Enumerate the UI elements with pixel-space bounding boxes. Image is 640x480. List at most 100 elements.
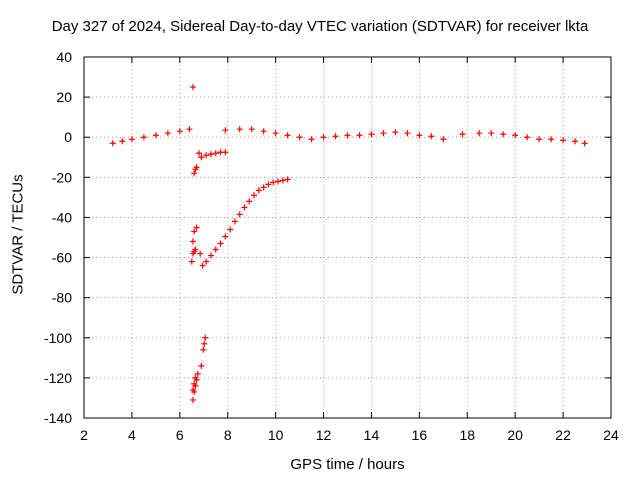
data-point	[275, 178, 282, 185]
data-point	[198, 154, 205, 161]
x-tick-label: 14	[364, 427, 380, 443]
x-tick-label: 24	[603, 427, 619, 443]
data-point	[320, 134, 327, 141]
y-tick-label: -100	[44, 330, 72, 346]
x-axis-label: GPS time / hours	[290, 456, 405, 473]
data-point	[119, 138, 126, 145]
data-point	[212, 150, 219, 157]
data-point	[416, 132, 423, 139]
data-point	[140, 134, 147, 141]
data-point	[189, 396, 196, 403]
data-point	[500, 131, 507, 138]
y-tick-label: -20	[52, 169, 72, 185]
y-tick-label: -60	[52, 250, 72, 266]
data-point	[392, 129, 399, 136]
data-point	[476, 130, 483, 137]
data-point	[404, 130, 411, 137]
data-point	[272, 130, 279, 137]
y-tick-label: -120	[44, 370, 72, 386]
data-point	[189, 386, 196, 393]
data-point	[222, 149, 229, 156]
data-point	[270, 179, 277, 186]
data-point	[198, 362, 205, 369]
y-tick-label: 0	[64, 129, 72, 145]
data-point	[176, 128, 183, 135]
data-point	[207, 252, 214, 259]
data-point	[193, 224, 200, 231]
data-point	[488, 130, 495, 137]
data-point	[128, 136, 135, 143]
data-point	[284, 132, 291, 139]
data-point	[227, 226, 234, 233]
data-point	[356, 132, 363, 139]
data-point	[231, 218, 238, 225]
x-tick-label: 20	[507, 427, 523, 443]
chart-title: Day 327 of 2024, Sidereal Day-to-day VTE…	[51, 18, 589, 35]
data-point	[255, 187, 262, 194]
data-point	[152, 132, 159, 139]
data-point	[212, 246, 219, 253]
data-point	[332, 133, 339, 140]
data-point	[191, 380, 198, 387]
data-point	[572, 138, 579, 145]
data-point	[536, 136, 543, 143]
data-point	[368, 131, 375, 138]
series-main-band	[109, 126, 588, 147]
data-point	[279, 177, 286, 184]
data-point	[246, 198, 253, 205]
data-point	[428, 133, 435, 140]
x-tick-label: 16	[412, 427, 428, 443]
x-tick-label: 22	[555, 427, 571, 443]
data-point	[189, 84, 196, 91]
data-point	[109, 140, 116, 147]
data-point	[296, 134, 303, 141]
data-point	[284, 176, 291, 183]
data-point	[203, 258, 210, 265]
data-point	[260, 184, 267, 191]
data-point	[195, 150, 202, 157]
data-point	[207, 151, 214, 158]
data-point	[241, 204, 248, 211]
x-tick-label: 8	[224, 427, 232, 443]
data-point	[194, 370, 201, 377]
data-point	[581, 140, 588, 147]
x-tick-label: 18	[459, 427, 475, 443]
x-tick-label: 4	[128, 427, 136, 443]
x-tick-label: 12	[316, 427, 332, 443]
x-tick-label: 6	[176, 427, 184, 443]
data-point	[560, 137, 567, 144]
data-point	[512, 132, 519, 139]
data-point	[192, 246, 199, 253]
data-point	[189, 238, 196, 245]
data-points	[109, 84, 588, 403]
data-point	[344, 132, 351, 139]
series-short-segment	[198, 149, 229, 161]
data-point	[197, 250, 204, 257]
data-point	[265, 181, 272, 188]
data-point	[440, 136, 447, 143]
x-tick-label: 10	[268, 427, 284, 443]
data-point	[248, 126, 255, 133]
y-tick-label: -140	[44, 410, 72, 426]
plot-frame	[83, 56, 612, 419]
data-point	[524, 134, 531, 141]
data-point	[202, 334, 209, 341]
data-point	[199, 262, 206, 269]
data-point	[236, 126, 243, 133]
data-point	[260, 128, 267, 135]
y-tick-label: -80	[52, 290, 72, 306]
x-tick-label: 2	[80, 427, 88, 443]
y-tick-label: 40	[56, 49, 72, 65]
data-point	[222, 127, 229, 134]
series-outliers	[188, 84, 209, 403]
data-point	[459, 131, 466, 138]
y-tick-label: 20	[56, 89, 72, 105]
data-point	[186, 126, 193, 133]
data-point	[222, 233, 229, 240]
data-point	[308, 136, 315, 143]
data-point	[193, 164, 200, 171]
data-point	[251, 192, 258, 199]
data-point	[188, 258, 195, 265]
series-recovery-curve	[199, 176, 291, 269]
